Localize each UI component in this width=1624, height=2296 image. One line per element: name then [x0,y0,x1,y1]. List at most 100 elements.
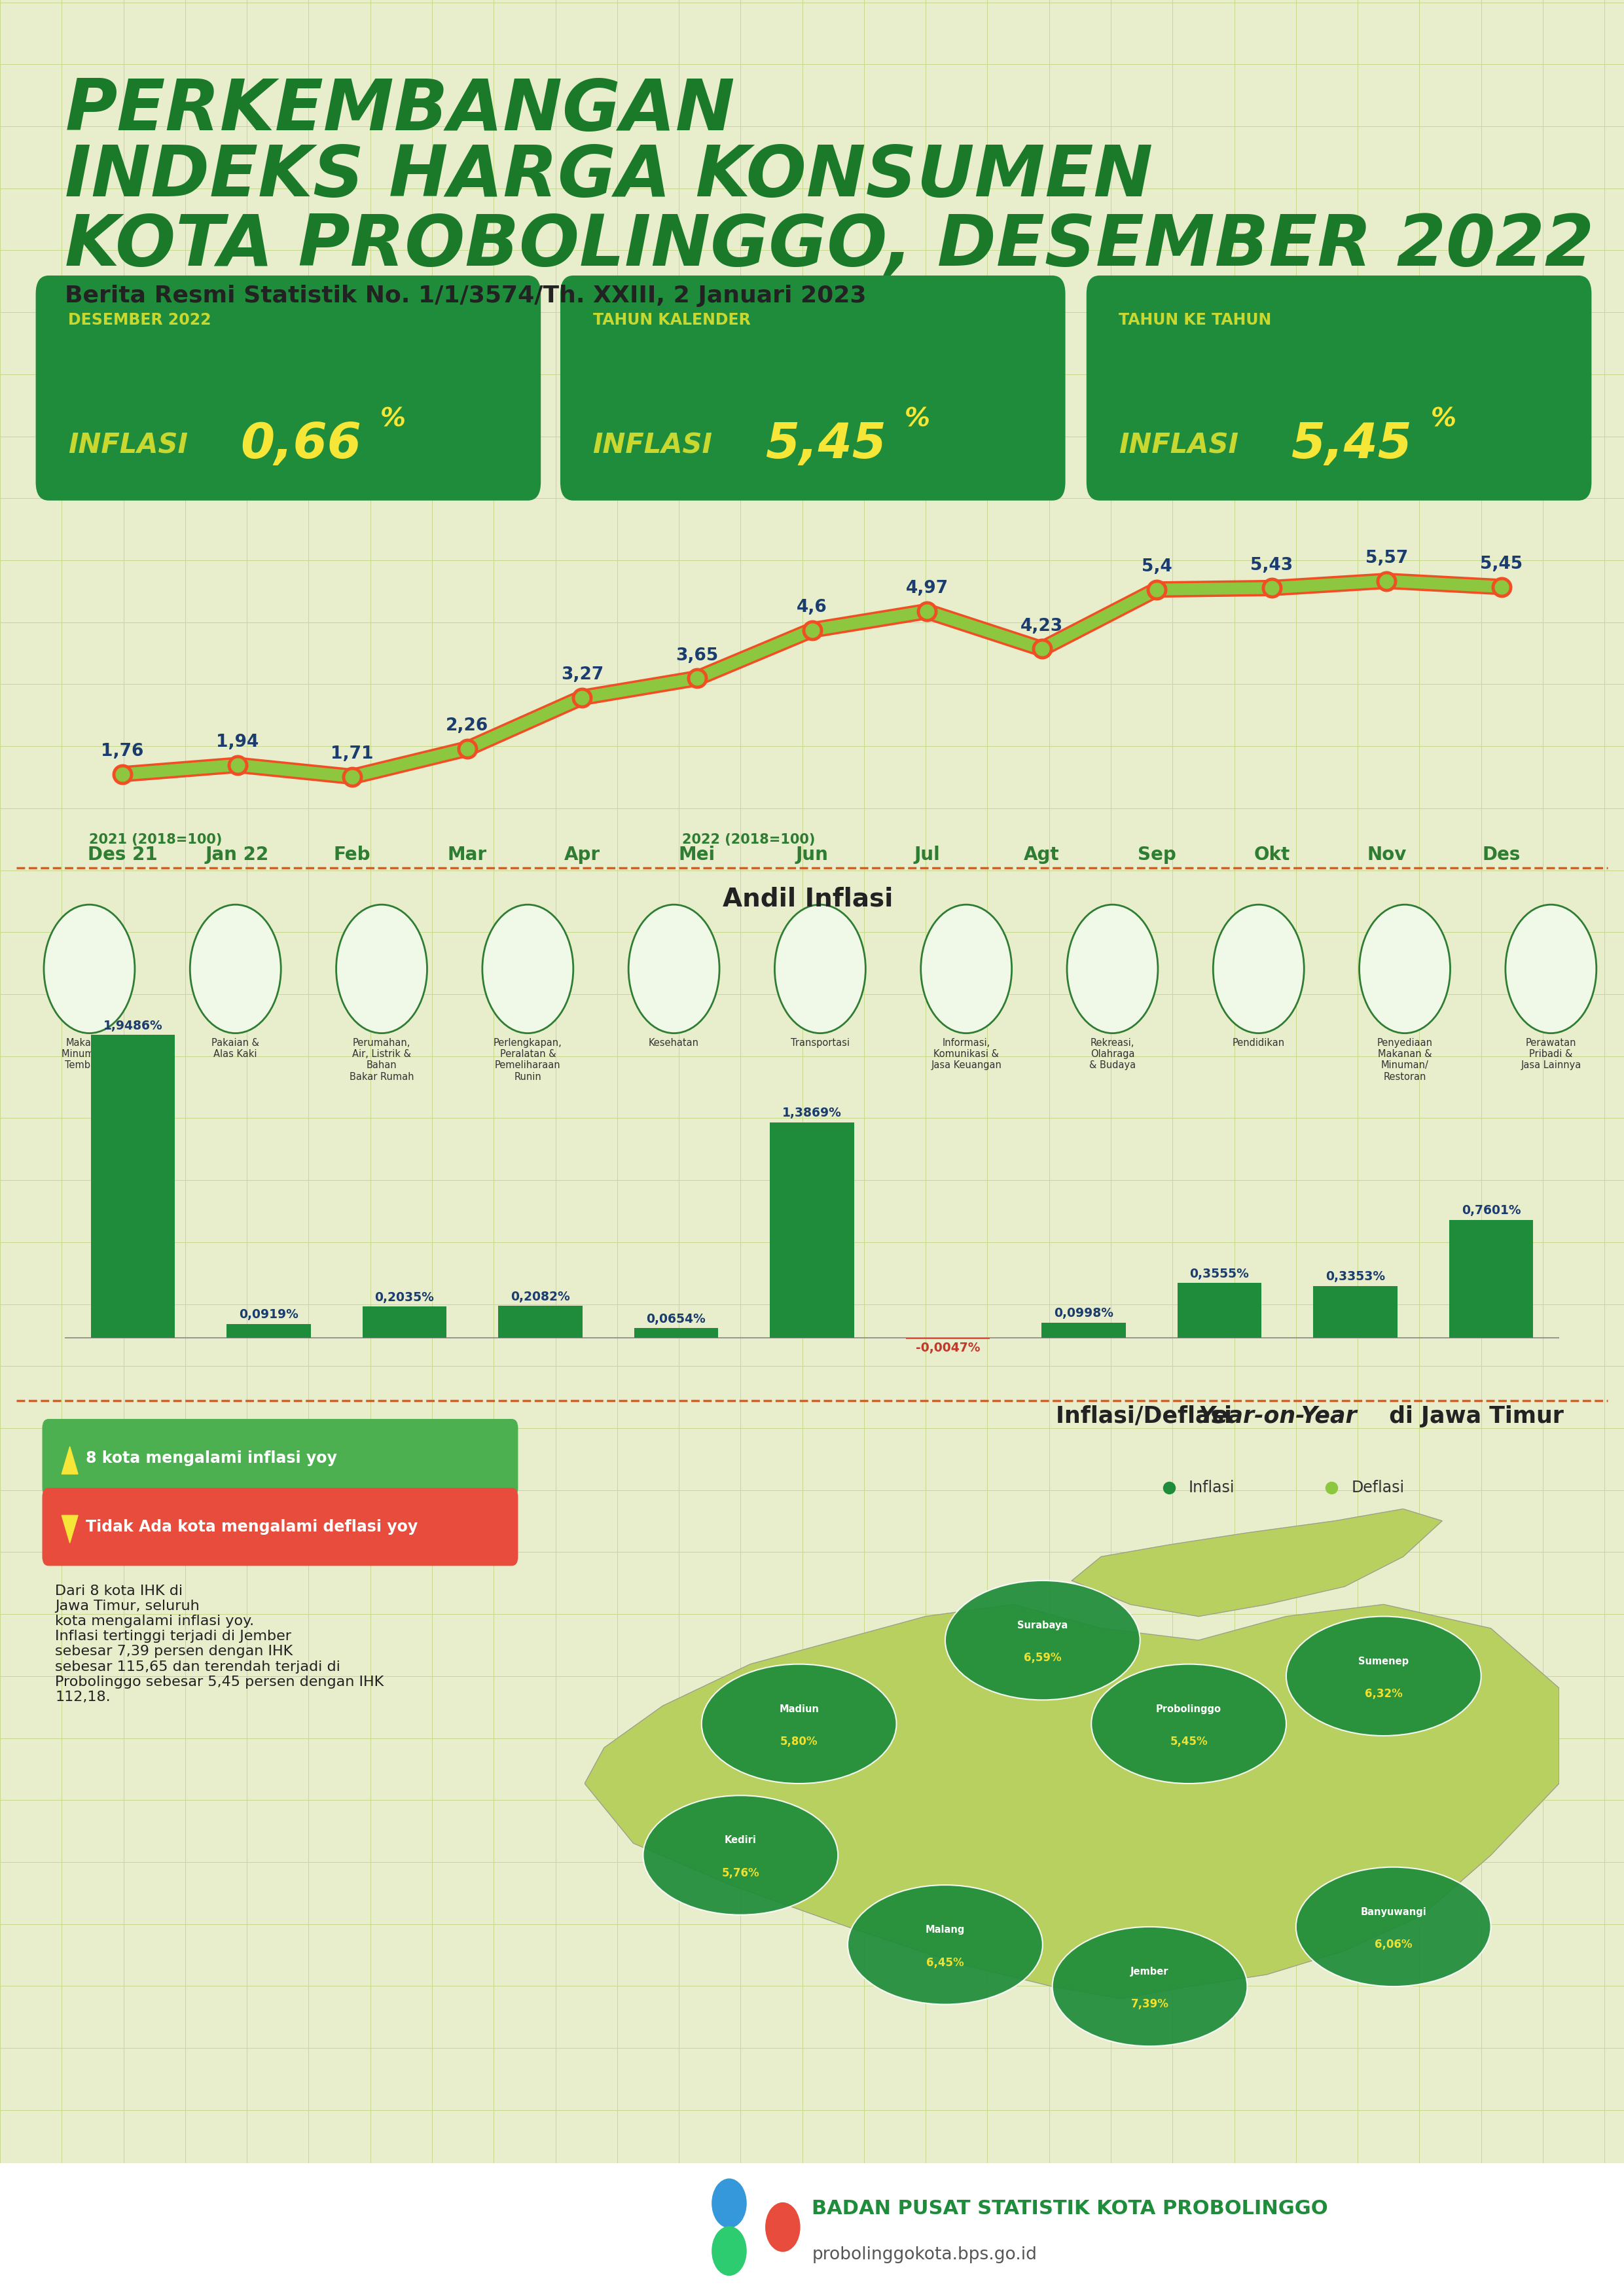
Circle shape [1296,1867,1491,1986]
Text: Deflasi: Deflasi [1351,1481,1405,1495]
Text: Inflasi: Inflasi [1189,1481,1234,1495]
Bar [1041,1322,1125,1339]
Text: TAHUN KE TAHUN: TAHUN KE TAHUN [1119,312,1272,328]
Text: 4,6: 4,6 [797,599,827,615]
Text: Transportasi: Transportasi [791,1038,849,1047]
Text: Surabaya: Surabaya [1017,1621,1069,1630]
FancyBboxPatch shape [560,276,1065,501]
Circle shape [945,1580,1140,1699]
Text: Probolinggo: Probolinggo [1156,1704,1221,1713]
Text: 5,80%: 5,80% [780,1736,818,1747]
Text: Madiun: Madiun [780,1704,818,1713]
Text: 0,0998%: 0,0998% [1054,1306,1114,1320]
Circle shape [765,2202,801,2252]
Text: 0,7601%: 0,7601% [1462,1205,1520,1217]
Text: Tidak Ada kota mengalami deflasi yoy: Tidak Ada kota mengalami deflasi yoy [86,1520,417,1534]
Text: Perlengkapan,
Peralatan &
Pemeliharaan
Runin: Perlengkapan, Peralatan & Pemeliharaan R… [494,1038,562,1081]
Text: INFLASI: INFLASI [68,432,188,459]
Text: Malang: Malang [926,1924,965,1936]
Text: 5,45%: 5,45% [1169,1736,1208,1747]
Text: 0,66: 0,66 [240,420,362,468]
FancyBboxPatch shape [0,2163,1624,2296]
Bar [1177,1283,1262,1339]
Text: INFLASI: INFLASI [1119,432,1239,459]
Text: Sumenep: Sumenep [1358,1655,1410,1667]
Text: %: % [380,406,406,432]
Circle shape [711,2227,747,2275]
Bar [633,1327,718,1339]
Text: 0,3555%: 0,3555% [1190,1267,1249,1279]
Bar [1314,1286,1397,1339]
Text: 0,3353%: 0,3353% [1325,1270,1385,1283]
Text: Rekreasi,
Olahraga
& Budaya: Rekreasi, Olahraga & Budaya [1090,1038,1135,1070]
Text: 5,57: 5,57 [1366,549,1408,567]
Circle shape [1052,1926,1247,2046]
Text: 6,06%: 6,06% [1374,1938,1413,1952]
Text: 5,45: 5,45 [765,420,887,468]
Text: 4,23: 4,23 [1020,618,1064,634]
Text: 8 kota mengalami inflasi yoy: 8 kota mengalami inflasi yoy [86,1451,338,1465]
Circle shape [190,905,281,1033]
Text: 0,2082%: 0,2082% [510,1290,570,1302]
Text: Kesehatan: Kesehatan [648,1038,700,1047]
Text: Perumahan,
Air, Listrik &
Bahan
Bakar Rumah: Perumahan, Air, Listrik & Bahan Bakar Ru… [349,1038,414,1081]
Text: INFLASI: INFLASI [593,432,713,459]
Text: BADAN PUSAT STATISTIK KOTA PROBOLINGGO: BADAN PUSAT STATISTIK KOTA PROBOLINGGO [812,2200,1328,2218]
Circle shape [848,1885,1043,2004]
Text: 1,9486%: 1,9486% [104,1019,162,1031]
Circle shape [711,2179,747,2227]
Bar [227,1325,310,1339]
Text: 7,39%: 7,39% [1130,1998,1169,2011]
Polygon shape [62,1446,78,1474]
Text: %: % [1431,406,1457,432]
FancyBboxPatch shape [42,1419,518,1497]
Text: 2,26: 2,26 [447,719,489,735]
Text: 5,45: 5,45 [1291,420,1413,468]
Bar [1449,1219,1533,1339]
Text: 4,97: 4,97 [906,581,948,597]
Circle shape [1091,1665,1286,1784]
Text: 5,4: 5,4 [1142,558,1173,576]
FancyBboxPatch shape [42,1488,518,1566]
Text: Year-on-Year: Year-on-Year [1056,1405,1356,1428]
Text: Pakaian &
Alas Kaki: Pakaian & Alas Kaki [211,1038,260,1058]
Text: probolinggokota.bps.go.id: probolinggokota.bps.go.id [812,2245,1038,2264]
Circle shape [1505,905,1596,1033]
Circle shape [1286,1616,1481,1736]
Text: Makanan,
Minuman &
Tembakau: Makanan, Minuman & Tembakau [62,1038,117,1070]
Circle shape [643,1795,838,1915]
Bar [770,1123,854,1339]
Text: -0,0047%: -0,0047% [916,1341,979,1355]
Text: 1,3869%: 1,3869% [783,1107,841,1120]
FancyBboxPatch shape [36,276,541,501]
Circle shape [44,905,135,1033]
Text: Pendidikan: Pendidikan [1233,1038,1285,1047]
Text: Berita Resmi Statistik No. 1/1/3574/Th. XXIII, 2 Januari 2023: Berita Resmi Statistik No. 1/1/3574/Th. … [65,285,867,308]
Bar [362,1306,447,1339]
Text: 5,76%: 5,76% [721,1867,760,1878]
FancyBboxPatch shape [1086,276,1592,501]
Text: TAHUN KALENDER: TAHUN KALENDER [593,312,750,328]
Circle shape [775,905,866,1033]
Text: di Jawa Timur: di Jawa Timur [1056,1405,1564,1428]
Circle shape [1067,905,1158,1033]
Polygon shape [585,1605,1559,1998]
Bar [91,1035,175,1339]
Text: 0,0654%: 0,0654% [646,1313,706,1325]
Text: 1,76: 1,76 [101,744,145,760]
Text: Jember: Jember [1130,1968,1169,1977]
Circle shape [1213,905,1304,1033]
Circle shape [336,905,427,1033]
Text: 1,71: 1,71 [331,746,374,762]
Text: 6,45%: 6,45% [926,1956,965,1968]
Text: Banyuwangi: Banyuwangi [1361,1908,1426,1917]
Text: Inflasi/Deflasi: Inflasi/Deflasi [1056,1405,1239,1428]
Text: 6,59%: 6,59% [1023,1653,1062,1665]
Bar [499,1306,583,1339]
Text: PERKEMBANGAN: PERKEMBANGAN [65,76,736,145]
Text: 2021 (2018=100): 2021 (2018=100) [89,833,222,847]
Circle shape [921,905,1012,1033]
Text: 2022 (2018=100): 2022 (2018=100) [682,833,815,847]
Text: Penyediaan
Makanan &
Minuman/
Restoran: Penyediaan Makanan & Minuman/ Restoran [1377,1038,1432,1081]
Text: 0,2035%: 0,2035% [375,1290,434,1304]
